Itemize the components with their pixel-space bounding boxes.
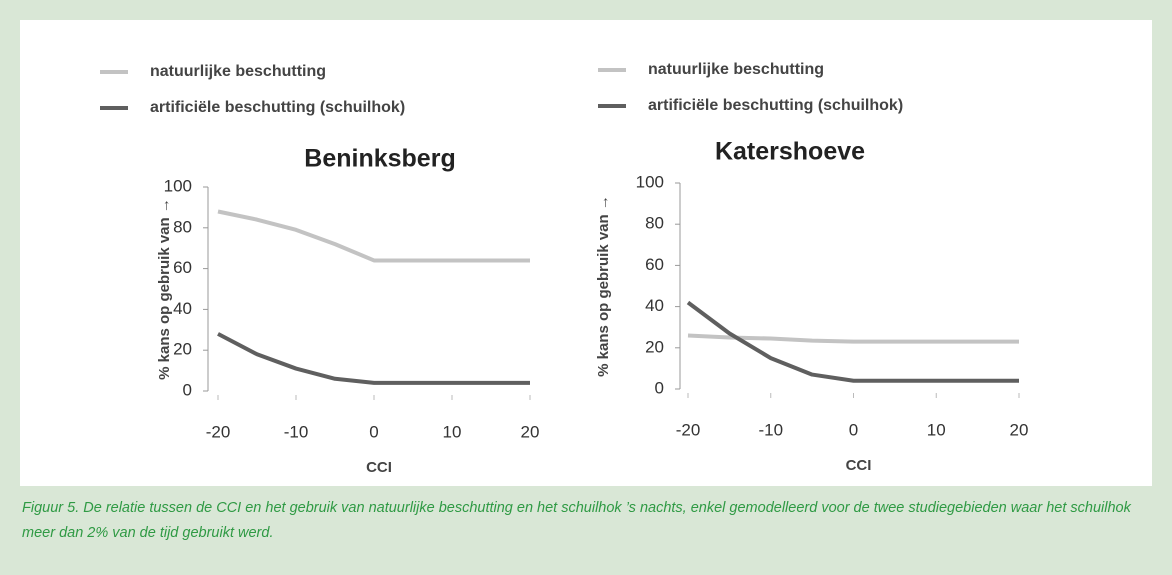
x-tick-label: 0 bbox=[369, 422, 378, 441]
y-tick-label: 100 bbox=[636, 172, 664, 191]
legend-label: natuurlijke beschutting bbox=[150, 63, 326, 80]
y-tick-label: 0 bbox=[655, 378, 664, 397]
series-line bbox=[217, 209, 530, 263]
x-tick-label: -10 bbox=[758, 420, 783, 439]
series-line bbox=[687, 333, 1019, 344]
y-tick-label: 20 bbox=[645, 337, 664, 356]
x-tick-label: 0 bbox=[849, 420, 858, 439]
y-tick-label: 100 bbox=[164, 176, 192, 195]
x-axis-label: CCI bbox=[846, 457, 872, 474]
series-line bbox=[686, 300, 1019, 383]
y-tick-label: 80 bbox=[173, 217, 192, 236]
y-tick-label: 40 bbox=[645, 296, 664, 315]
figure-panel bbox=[20, 20, 1152, 486]
legend-label: artificiële beschutting (schuilhok) bbox=[648, 97, 903, 114]
y-tick-label: 60 bbox=[645, 255, 664, 274]
y-axis-label: % kans op gebruik van → bbox=[156, 198, 173, 380]
x-tick-label: 20 bbox=[521, 422, 540, 441]
y-tick-label: 80 bbox=[645, 214, 664, 233]
y-tick-label: 40 bbox=[173, 299, 192, 318]
x-tick-label: -20 bbox=[206, 422, 231, 441]
y-axis-label: % kans op gebruik van → bbox=[595, 195, 612, 377]
legend-label: natuurlijke beschutting bbox=[648, 61, 824, 78]
y-tick-label: 60 bbox=[173, 258, 192, 277]
charts: natuurlijke beschutting artificiële besch… bbox=[100, 61, 1029, 476]
x-axis-label: CCI bbox=[366, 459, 392, 476]
y-tick-label: 20 bbox=[173, 340, 192, 359]
x-tick-label: -20 bbox=[676, 420, 701, 439]
y-tick-label: 0 bbox=[183, 380, 192, 399]
legend-label: artificiële beschutting (schuilhok) bbox=[150, 99, 405, 116]
x-tick-label: -10 bbox=[284, 422, 309, 441]
chart-title: Beninksberg bbox=[304, 145, 455, 173]
x-tick-label: 10 bbox=[927, 420, 946, 439]
x-tick-label: 20 bbox=[1010, 420, 1029, 439]
chart-title: Katershoeve bbox=[715, 138, 865, 166]
series-line bbox=[217, 332, 530, 385]
caption: Figuur 5. De relatie tussen de CCI en he… bbox=[22, 500, 1131, 541]
x-tick-label: 10 bbox=[443, 422, 462, 441]
